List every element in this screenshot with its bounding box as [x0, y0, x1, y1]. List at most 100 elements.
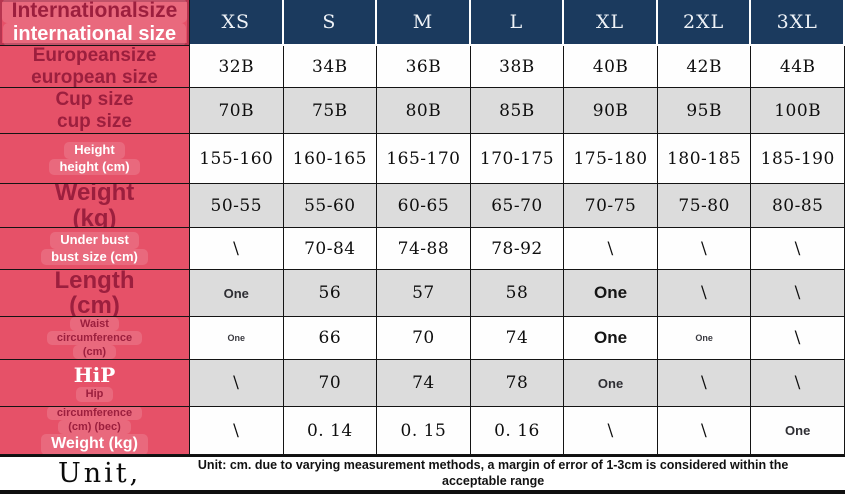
one-size-text: One — [785, 423, 811, 438]
size-chart-table: Internationalsize international size XS S M L… — [0, 0, 845, 455]
row-label-line: Length — [54, 270, 135, 294]
value-cell-length: 58 — [470, 270, 565, 317]
row-label-line: cup size — [57, 110, 132, 132]
row-label-line: Weight (kg) — [41, 434, 148, 454]
value-cell-cup-size: 75B — [283, 88, 378, 134]
row-label-hip: HiP Hip — [0, 360, 190, 407]
value-cell-under-bust: 70-84 — [283, 228, 378, 270]
row-label-line: bust size (cm) — [41, 248, 148, 265]
value-cell-length: \ — [751, 270, 845, 317]
value-cell-hip: \ — [657, 360, 752, 407]
value-cell-cup-size: 90B — [564, 88, 658, 134]
value-cell-waist-circumference: One — [564, 317, 658, 360]
row-label-line: HiP — [73, 363, 116, 388]
size-header-2xl: 2XL — [657, 0, 752, 46]
value-cell-european-size: 44B — [751, 46, 845, 88]
row-label-line: Waist — [70, 317, 119, 331]
one-size-text: One — [227, 333, 246, 343]
size-header-m: M — [377, 0, 471, 46]
row-label-line: Cup size — [55, 88, 134, 110]
row-label-weight-kg: circumference (cm) (bec) Weight (kg) — [0, 407, 190, 455]
row-label-weight: Weight (kg) — [0, 184, 190, 228]
value-cell-height: 180-185 — [657, 134, 752, 184]
value-cell-weight-kg: \ — [564, 407, 658, 455]
value-cell-waist-circumference: 66 — [283, 317, 378, 360]
value-cell-height: 165-170 — [377, 134, 471, 184]
size-header-xs: XS — [190, 0, 284, 46]
row-label-waist-circumference: Waist circumference (cm) — [0, 317, 190, 360]
value-cell-hip: 78 — [470, 360, 565, 407]
row-label-line: (kg) — [72, 204, 117, 228]
measurement-note: Unit: cm. due to varying measurement met… — [197, 457, 789, 488]
value-cell-waist-circumference: One — [657, 317, 752, 360]
value-cell-weight: 70-75 — [564, 184, 658, 228]
value-cell-hip: \ — [751, 360, 845, 407]
value-cell-waist-circumference: One — [190, 317, 284, 360]
row-label-line: Height — [64, 142, 125, 159]
row-label-length: Length (cm) — [0, 270, 190, 317]
size-header-s: S — [283, 0, 378, 46]
value-cell-length: 56 — [283, 270, 378, 317]
row-label-line: height (cm) — [49, 158, 140, 175]
value-cell-under-bust: \ — [657, 228, 752, 270]
value-cell-cup-size: 95B — [657, 88, 752, 134]
value-cell-weight-kg: \ — [657, 407, 752, 455]
value-cell-european-size: 34B — [283, 46, 378, 88]
one-size-text: One — [695, 333, 713, 343]
one-size-text: One — [223, 285, 249, 301]
value-cell-cup-size: 85B — [470, 88, 565, 134]
row-label-line: circumference — [46, 407, 143, 421]
row-label-line: Weight — [54, 184, 135, 207]
row-label-line: Under bust — [50, 232, 139, 249]
value-cell-weight-kg: \ — [190, 407, 284, 455]
row-label-line: international size — [2, 22, 187, 45]
size-header-xl: XL — [564, 0, 658, 46]
row-label-line: Internationalsize — [1, 0, 188, 23]
value-cell-length: \ — [657, 270, 752, 317]
value-cell-height: 170-175 — [470, 134, 565, 184]
value-cell-european-size: 42B — [657, 46, 752, 88]
value-cell-cup-size: 80B — [377, 88, 471, 134]
value-cell-cup-size: 100B — [751, 88, 845, 134]
row-label-height: Height height (cm) — [0, 134, 190, 184]
value-cell-weight: 55-60 — [283, 184, 378, 228]
value-cell-waist-circumference: 74 — [470, 317, 565, 360]
value-cell-under-bust: 74-88 — [377, 228, 471, 270]
value-cell-european-size: 38B — [470, 46, 565, 88]
value-cell-weight-kg: 0. 14 — [283, 407, 378, 455]
value-cell-hip: \ — [190, 360, 284, 407]
value-cell-weight: 50-55 — [190, 184, 284, 228]
value-cell-height: 160-165 — [283, 134, 378, 184]
value-cell-under-bust: \ — [190, 228, 284, 270]
value-cell-weight-kg: One — [751, 407, 845, 455]
row-label-under-bust: Under bust bust size (cm) — [0, 228, 190, 270]
size-header-3xl: 3XL — [751, 0, 845, 46]
row-label-line: circumference — [46, 330, 143, 346]
value-cell-waist-circumference: 70 — [377, 317, 471, 360]
value-cell-height: 155-160 — [190, 134, 284, 184]
unit-label: Unit, — [58, 458, 142, 489]
value-cell-weight-kg: 0. 15 — [377, 407, 471, 455]
measurement-note-wrap: Unit: cm. due to varying measurement met… — [141, 458, 845, 489]
value-cell-length: One — [564, 270, 658, 317]
value-cell-cup-size: 70B — [190, 88, 284, 134]
value-cell-weight: 65-70 — [470, 184, 565, 228]
footer-note-row: Unit, Unit: cm. due to varying measureme… — [0, 455, 845, 494]
row-label-line: (cm) (bec) — [58, 420, 131, 435]
value-cell-hip: 70 — [283, 360, 378, 407]
value-cell-length: One — [190, 270, 284, 317]
size-header-l: L — [470, 0, 565, 46]
value-cell-length: 57 — [377, 270, 471, 317]
one-size-text: One — [594, 328, 628, 347]
one-size-text: One — [594, 283, 628, 302]
row-label-line: Europeansize — [32, 46, 157, 66]
value-cell-european-size: 40B — [564, 46, 658, 88]
value-cell-hip: One — [564, 360, 658, 407]
value-cell-waist-circumference: \ — [751, 317, 845, 360]
value-cell-weight-kg: 0. 16 — [470, 407, 565, 455]
value-cell-european-size: 36B — [377, 46, 471, 88]
row-label-european-size: Europeansize european size — [0, 46, 190, 88]
value-cell-european-size: 32B — [190, 46, 284, 88]
value-cell-weight: 60-65 — [377, 184, 471, 228]
